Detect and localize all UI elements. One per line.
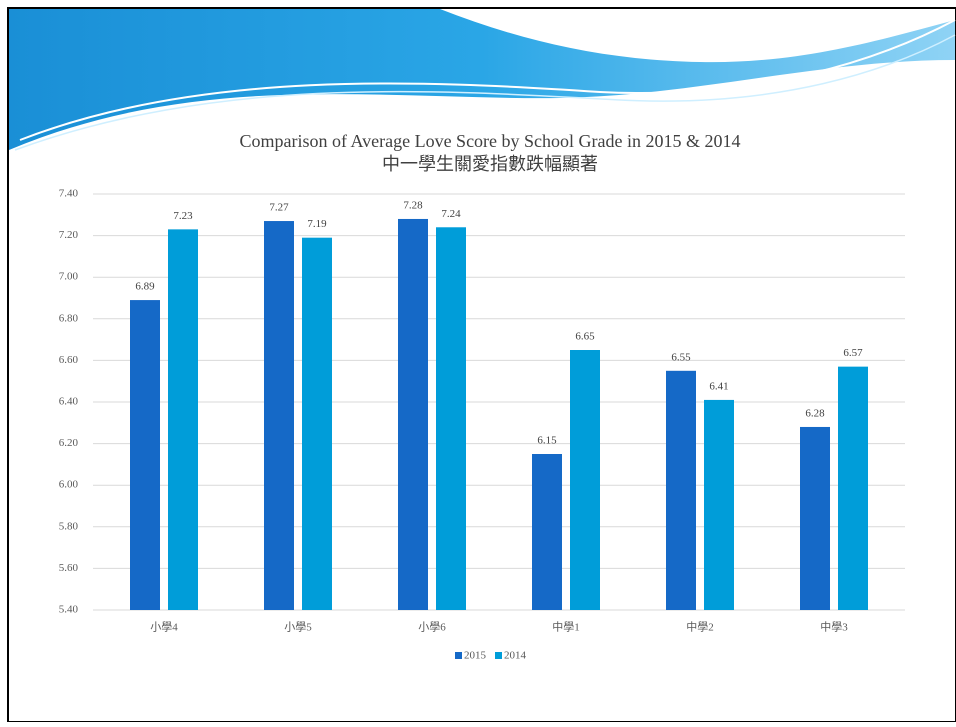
bar: [302, 237, 332, 610]
value-label: 6.28: [805, 407, 825, 419]
bar: [666, 370, 696, 610]
y-tick-label: 5.40: [59, 604, 79, 616]
y-tick-label: 6.60: [59, 354, 79, 366]
x-tick-label: 小學5: [284, 621, 312, 634]
bar: [436, 227, 466, 610]
y-tick-label: 7.20: [59, 229, 79, 241]
value-label: 7.24: [441, 208, 461, 220]
header-swoosh: [440, 9, 955, 63]
value-label: 6.89: [135, 281, 155, 293]
legend-swatch: [495, 652, 502, 659]
legend-swatch: [455, 652, 462, 659]
x-tick-label: 小學6: [418, 621, 446, 634]
value-label: 6.57: [843, 347, 863, 359]
x-tick-label: 中學1: [552, 621, 580, 634]
value-label: 6.41: [709, 380, 728, 392]
x-tick-label: 小學4: [150, 621, 178, 634]
value-label: 6.15: [537, 435, 557, 447]
legend-label: 2015: [464, 650, 487, 662]
header-line: [19, 19, 956, 141]
value-label: 6.55: [671, 351, 691, 363]
x-tick-label: 中學2: [686, 621, 714, 634]
bar: [130, 300, 160, 610]
bar: [570, 350, 600, 610]
value-label: 7.27: [269, 202, 289, 214]
bar: [168, 229, 198, 611]
slide-frame: [7, 7, 956, 723]
y-tick-label: 6.00: [59, 479, 79, 491]
header-line: [14, 34, 956, 151]
chart-title: Comparison of Average Love Score by Scho…: [239, 131, 740, 151]
x-tick-label: 中學3: [820, 621, 848, 634]
value-label: 7.19: [307, 218, 327, 230]
bar: [264, 221, 294, 611]
bar: [532, 454, 562, 610]
y-tick-label: 6.40: [59, 396, 79, 408]
legend-label: 2014: [504, 650, 527, 662]
bar: [838, 366, 868, 610]
y-tick-label: 7.40: [59, 188, 79, 200]
value-label: 7.28: [403, 199, 423, 211]
y-tick-label: 5.80: [59, 520, 79, 532]
bar: [398, 218, 428, 610]
bar: [704, 399, 734, 610]
y-tick-label: 6.20: [59, 437, 79, 449]
y-tick-label: 6.80: [59, 312, 79, 324]
value-label: 6.65: [575, 331, 595, 343]
bar: [800, 426, 830, 610]
chart-subtitle: 中一學生關愛指數跌幅顯著: [382, 154, 598, 174]
value-label: 7.23: [173, 210, 193, 222]
y-tick-label: 5.60: [59, 562, 79, 574]
y-tick-label: 7.00: [59, 271, 79, 283]
